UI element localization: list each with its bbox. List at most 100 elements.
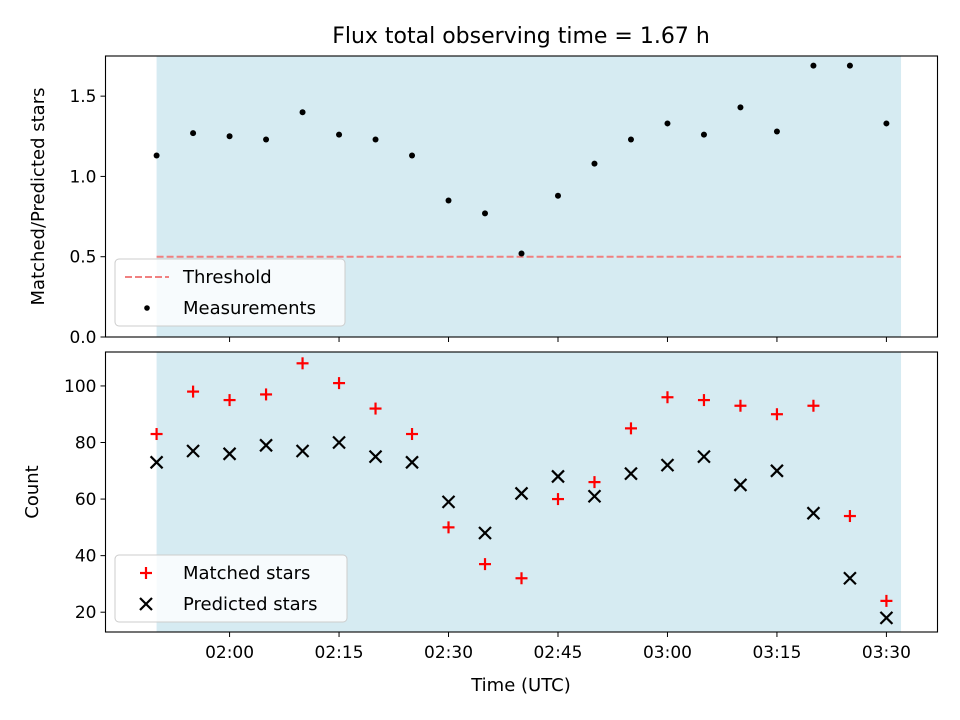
matched-star-point bbox=[479, 558, 492, 571]
count-y-tick-label: 20 bbox=[75, 603, 97, 623]
measurement-point bbox=[700, 131, 707, 138]
count-axes-frame bbox=[104, 351, 939, 633]
predicted-star-point bbox=[405, 455, 419, 470]
matched-star-point bbox=[661, 391, 674, 404]
measurements-legend-label: Measurements bbox=[183, 298, 316, 319]
matched-star-point bbox=[697, 394, 710, 407]
matched-star-point bbox=[843, 510, 856, 523]
predicted-star-point bbox=[697, 449, 711, 464]
count-x-tick-label: 03:15 bbox=[752, 643, 801, 663]
count-x-tick-label: 02:45 bbox=[533, 643, 582, 663]
predicted-star-point bbox=[587, 489, 602, 504]
matched-star-point bbox=[369, 402, 382, 415]
count-points bbox=[149, 357, 894, 625]
measurement-point bbox=[591, 160, 598, 167]
matched-star-point bbox=[515, 572, 528, 585]
predicted-legend-label: Predicted stars bbox=[183, 594, 317, 615]
count-y-label: Count bbox=[22, 465, 43, 518]
predicted-legend-swatch bbox=[139, 597, 153, 611]
measurement-point bbox=[810, 62, 817, 69]
ratio-y-label: Matched/Predicted stars bbox=[28, 88, 49, 306]
count-x-tick-label: 03:00 bbox=[643, 643, 692, 663]
matched-star-point bbox=[333, 377, 346, 390]
ratio-panel: 0.0 0.5 1.0 1.5 Matched/Predicted stars Thr… bbox=[28, 55, 939, 348]
predicted-star-point bbox=[733, 478, 748, 492]
threshold-legend-label: Threshold bbox=[182, 267, 272, 288]
measurement-points bbox=[153, 62, 890, 257]
measurement-point bbox=[153, 152, 160, 159]
count-y-tick-label: 60 bbox=[75, 490, 97, 510]
count-y-tick-label: 80 bbox=[75, 434, 97, 454]
measurement-point bbox=[263, 136, 270, 143]
predicted-star-point bbox=[149, 455, 164, 470]
count-x-tick-label: 02:15 bbox=[315, 643, 364, 663]
predicted-star-point bbox=[441, 495, 456, 509]
matched-star-point bbox=[770, 408, 783, 421]
matched-star-point bbox=[406, 428, 419, 441]
matched-star-point bbox=[223, 394, 236, 407]
count-y-tick-label: 40 bbox=[75, 547, 97, 567]
matched-star-point bbox=[442, 521, 455, 534]
matched-star-point bbox=[260, 388, 273, 401]
ratio-y-tick-label: 1.0 bbox=[69, 167, 96, 187]
measurement-point bbox=[773, 128, 780, 135]
measurement-point bbox=[336, 131, 343, 138]
measurement-point bbox=[883, 120, 890, 127]
count-x-tick-label: 02:00 bbox=[205, 643, 254, 663]
ratio-x-ticks bbox=[229, 337, 887, 342]
predicted-star-point bbox=[332, 435, 346, 450]
count-panel: 20 40 60 80 100 02:00 02:15 02:30 02:45 03:00 03:… bbox=[22, 351, 939, 696]
matched-star-point bbox=[588, 476, 601, 489]
count-x-tick-label: 02:30 bbox=[424, 643, 473, 663]
matched-star-point bbox=[187, 385, 200, 398]
matched-legend-label: Matched stars bbox=[183, 563, 310, 584]
measurements-legend-swatch bbox=[144, 305, 150, 311]
x-axis-label: Time (UTC) bbox=[470, 675, 571, 696]
ratio-y-tick-label: 1.5 bbox=[69, 87, 96, 107]
matched-star-point bbox=[551, 493, 564, 506]
matched-star-point bbox=[150, 428, 163, 441]
predicted-star-point bbox=[843, 571, 857, 586]
matched-star-point bbox=[624, 422, 637, 435]
measurement-point bbox=[372, 136, 379, 143]
ratio-y-tick-label: 0.5 bbox=[69, 248, 96, 268]
predicted-star-point bbox=[551, 469, 565, 484]
measurement-point bbox=[627, 136, 634, 143]
predicted-star-point bbox=[624, 466, 638, 481]
matched-star-point bbox=[807, 399, 820, 412]
predicted-star-point bbox=[222, 447, 237, 461]
predicted-star-point bbox=[879, 611, 894, 625]
predicted-star-point bbox=[259, 438, 273, 453]
ratio-legend: Threshold Measurements bbox=[114, 258, 346, 327]
measurement-point bbox=[482, 210, 489, 217]
count-y-axis: 20 40 60 80 100 bbox=[64, 377, 106, 623]
measurement-point bbox=[299, 109, 306, 116]
matched-star-point bbox=[296, 357, 309, 370]
ratio-axes-frame bbox=[104, 55, 939, 338]
count-x-tick-label: 03:30 bbox=[862, 643, 911, 663]
measurement-point bbox=[445, 197, 452, 204]
matched-legend-swatch bbox=[140, 567, 152, 579]
predicted-star-point bbox=[478, 526, 492, 540]
predicted-star-point bbox=[514, 486, 529, 501]
predicted-star-point bbox=[770, 464, 784, 478]
matched-star-point bbox=[734, 399, 747, 412]
predicted-star-point bbox=[806, 506, 821, 520]
predicted-star-point bbox=[295, 444, 310, 458]
count-legend: Matched stars Predicted stars bbox=[114, 554, 348, 623]
count-y-tick-label: 100 bbox=[64, 377, 96, 397]
count-legend-box bbox=[114, 554, 348, 623]
ratio-legend-box bbox=[114, 258, 346, 327]
measurement-point bbox=[518, 250, 525, 257]
chart-title: Flux total observing time = 1.67 h bbox=[332, 24, 710, 49]
measurement-point bbox=[737, 104, 744, 111]
predicted-star-point bbox=[186, 444, 200, 458]
measurement-point bbox=[409, 152, 416, 159]
measurement-point bbox=[846, 62, 853, 69]
matched-star-point bbox=[880, 594, 893, 607]
ratio-y-tick-label: 0.0 bbox=[69, 328, 96, 348]
predicted-star-point bbox=[660, 458, 675, 472]
count-x-axis: 02:00 02:15 02:30 02:45 03:00 03:15 03:30 bbox=[205, 632, 911, 663]
ratio-y-axis: 0.0 0.5 1.0 1.5 bbox=[69, 87, 106, 348]
